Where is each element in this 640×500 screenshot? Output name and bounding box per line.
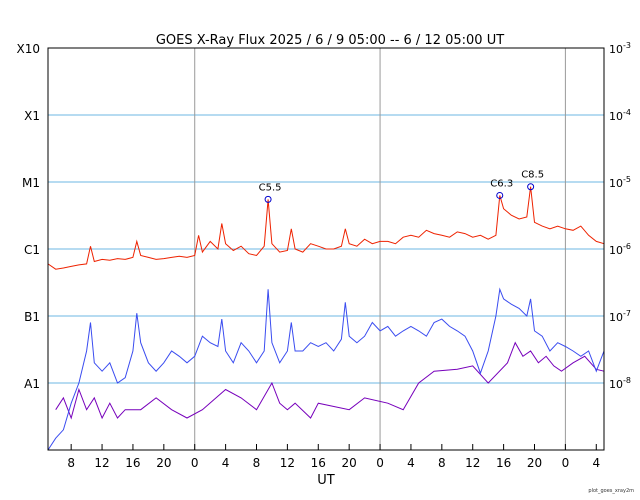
flare-label: C5.5 bbox=[259, 182, 282, 193]
x-tick-label: 4 bbox=[222, 456, 230, 470]
x-tick-label: 0 bbox=[562, 456, 570, 470]
series-layer bbox=[47, 186, 605, 451]
left-axis-label: A1 bbox=[24, 377, 40, 391]
flare-marker bbox=[496, 191, 504, 199]
left-axis-label: X1 bbox=[24, 109, 40, 123]
flare-label: C8.5 bbox=[521, 170, 544, 181]
series-line bbox=[47, 287, 605, 451]
left-axis-labels: X10 X1 M1 C1 B1 A1 bbox=[17, 42, 41, 391]
x-axis-label: UT bbox=[317, 473, 335, 488]
x-tick-label: 16 bbox=[125, 456, 140, 470]
right-axis-label: 10-5 bbox=[609, 175, 631, 190]
right-axis-label: 10-4 bbox=[609, 108, 631, 123]
x-tick-label: 0 bbox=[191, 456, 199, 470]
x-tick-label: 4 bbox=[592, 456, 600, 470]
x-tick-label: 20 bbox=[527, 456, 542, 470]
x-tick-label: 8 bbox=[438, 456, 446, 470]
left-axis-label: C1 bbox=[24, 243, 40, 257]
x-axis-ticks: 8 12 16 20 0 4 8 12 16 20 0 4 8 12 16 20 0 4 bbox=[67, 444, 600, 470]
right-axis-label: 10-6 bbox=[609, 242, 631, 257]
x-tick-label: 12 bbox=[280, 456, 295, 470]
x-tick-label: 16 bbox=[496, 456, 511, 470]
plot-frame bbox=[47, 47, 605, 451]
x-tick-label: 12 bbox=[94, 456, 109, 470]
x-tick-label: 4 bbox=[407, 456, 415, 470]
right-axis-label: 10-3 bbox=[609, 41, 631, 56]
series-line bbox=[47, 186, 605, 270]
x-tick-label: 16 bbox=[311, 456, 326, 470]
x-tick-label: 12 bbox=[465, 456, 480, 470]
x-tick-label: 8 bbox=[67, 456, 75, 470]
right-axis-labels: 10-3 10-4 10-5 10-6 10-7 10-8 bbox=[609, 41, 631, 391]
day-boundary-lines bbox=[194, 48, 566, 450]
x-tick-label: 20 bbox=[156, 456, 171, 470]
series-line bbox=[55, 341, 605, 420]
left-axis-label: X10 bbox=[17, 42, 41, 56]
right-axis-label: 10-7 bbox=[609, 309, 631, 324]
flare-label: C6.3 bbox=[490, 178, 513, 189]
x-tick-label: 0 bbox=[376, 456, 384, 470]
left-axis-label: M1 bbox=[22, 176, 40, 190]
left-axis-label: B1 bbox=[24, 310, 40, 324]
x-tick-label: 20 bbox=[342, 456, 357, 470]
right-axis-label: 10-8 bbox=[609, 376, 631, 391]
x-tick-label: 8 bbox=[253, 456, 261, 470]
footer-label: plot_goes_xray2m bbox=[588, 488, 634, 494]
flare-annotations: C5.5 C6.3 C8.5 bbox=[259, 170, 544, 203]
chart-title: GOES X-Ray Flux 2025 / 6 / 9 05:00 -- 6 … bbox=[156, 33, 504, 48]
flare-marker bbox=[264, 195, 272, 203]
flare-marker bbox=[527, 183, 535, 191]
